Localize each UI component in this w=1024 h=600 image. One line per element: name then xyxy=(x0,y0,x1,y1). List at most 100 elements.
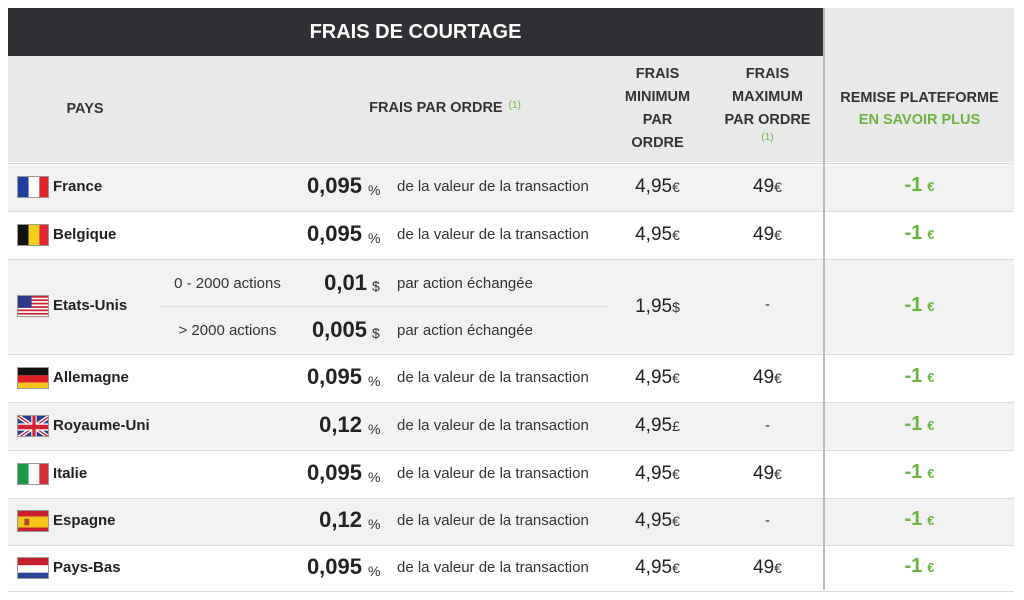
country-name: Belgique xyxy=(53,226,117,243)
min-fee-currency: € xyxy=(672,227,680,243)
col-header-min: FRAIS MINIMUM PAR ORDRE xyxy=(610,63,705,155)
tier-range: 0 - 2000 actions xyxy=(174,275,281,292)
country-name: Royaume-Uni xyxy=(53,417,150,434)
remise-currency: € xyxy=(927,370,935,385)
fee-unit: % xyxy=(368,421,381,437)
max-fee-currency: € xyxy=(774,370,782,386)
flag-netherlands-icon xyxy=(17,557,49,579)
fee-description: par action échangée xyxy=(397,322,533,339)
column-header-bar xyxy=(8,56,823,162)
remise-amount: -1 xyxy=(904,294,923,316)
fee-description: de la valeur de la transaction xyxy=(397,226,589,243)
col-header-max-line: FRAIS xyxy=(745,66,790,82)
min-fee-value: 4,95 xyxy=(635,463,673,484)
max-fee-value: 49 xyxy=(753,463,775,484)
min-fee-currency: € xyxy=(672,370,680,386)
table-row-france xyxy=(8,163,1014,211)
flag-belgium-icon xyxy=(17,224,49,246)
remise-value: -1 € xyxy=(825,222,1014,245)
fee-value: 0,095 xyxy=(306,173,362,198)
remise-currency: € xyxy=(927,418,935,433)
col-header-max: FRAIS MAXIMUM PAR ORDRE (1) xyxy=(715,63,820,144)
table-title: FRAIS DE COURTAGE xyxy=(8,8,823,56)
fee-value: 0,12 xyxy=(319,412,362,437)
col-header-max-note: (1) xyxy=(761,132,774,143)
col-header-max-line: PAR ORDRE xyxy=(724,112,811,128)
min-fee-value: 4,95 xyxy=(635,367,673,388)
country-name: Espagne xyxy=(53,512,116,529)
col-header-fee-note: (1) xyxy=(508,100,521,111)
min-fee: 4,95£ xyxy=(610,415,705,437)
max-fee-value: 49 xyxy=(753,557,775,578)
max-fee-value: 49 xyxy=(753,224,775,245)
fee-unit: $ xyxy=(372,325,380,341)
fee-unit: % xyxy=(368,469,381,485)
min-fee-value: 4,95 xyxy=(635,224,673,245)
fee-value: 0,095 xyxy=(306,554,362,579)
remise-header-bg xyxy=(825,8,1014,162)
table-row-italie xyxy=(8,450,1014,498)
us-tier-divider xyxy=(160,306,608,307)
min-fee: 4,95€ xyxy=(610,367,705,389)
table-row-royaume-uni xyxy=(8,402,1014,450)
fee-unit: % xyxy=(368,373,381,389)
max-fee: - xyxy=(765,512,770,529)
min-fee-currency: $ xyxy=(672,299,680,315)
max-fee-currency: € xyxy=(774,179,782,195)
min-fee: 4,95€ xyxy=(610,463,705,485)
col-header-max-line: MAXIMUM xyxy=(732,89,803,105)
min-fee-currency: € xyxy=(672,179,680,195)
remise-value: -1 € xyxy=(825,365,1014,388)
fee-description: de la valeur de la transaction xyxy=(397,178,589,195)
remise-value: -1 € xyxy=(825,174,1014,197)
table-row-pays-bas xyxy=(8,545,1014,592)
col-header-fee-label: FRAIS PAR ORDRE xyxy=(369,100,503,116)
fee-description: par action échangée xyxy=(397,275,533,292)
max-fee: 49€ xyxy=(715,224,820,246)
col-header-fee: FRAIS PAR ORDRE (1) xyxy=(340,97,550,120)
table-row-allemagne xyxy=(8,354,1014,402)
flag-usa-icon xyxy=(17,295,49,317)
col-header-min-line: PAR xyxy=(642,112,673,128)
fee-value: 0,005 xyxy=(311,317,367,342)
country-name: Pays-Bas xyxy=(53,559,121,576)
fee-description: de la valeur de la transaction xyxy=(397,369,589,386)
country-name: France xyxy=(53,178,103,195)
remise-value: -1 € xyxy=(825,461,1014,484)
min-fee-value: 4,95 xyxy=(635,510,673,531)
min-fee-value: 1,95 xyxy=(635,296,673,317)
remise-value: -1 € xyxy=(825,294,1014,317)
remise-currency: € xyxy=(927,513,935,528)
table-row-espagne xyxy=(8,498,1014,545)
fee-unit: $ xyxy=(372,278,380,294)
col-header-min-line: ORDRE xyxy=(631,135,684,151)
remise-currency: € xyxy=(927,466,935,481)
flag-spain-icon xyxy=(17,510,49,532)
remise-currency: € xyxy=(927,560,935,575)
tier-range: > 2000 actions xyxy=(178,322,277,339)
fee-description: de la valeur de la transaction xyxy=(397,465,589,482)
en-savoir-plus-link[interactable]: EN SAVOIR PLUS xyxy=(858,112,981,128)
col-header-min-line: FRAIS xyxy=(635,66,680,82)
column-divider xyxy=(823,8,825,590)
fee-description: de la valeur de la transaction xyxy=(397,417,589,434)
min-fee-value: 4,95 xyxy=(635,557,673,578)
fee-description: de la valeur de la transaction xyxy=(397,559,589,576)
max-fee: 49€ xyxy=(715,176,820,198)
remise-amount: -1 xyxy=(904,555,923,577)
remise-value: -1 € xyxy=(825,413,1014,436)
remise-amount: -1 xyxy=(904,461,923,483)
remise-amount: -1 xyxy=(904,222,923,244)
max-fee: - xyxy=(765,296,770,313)
min-fee-currency: € xyxy=(672,513,680,529)
fee-value: 0,01 xyxy=(324,270,367,295)
fee-unit: % xyxy=(368,230,381,246)
min-fee: 4,95€ xyxy=(610,510,705,532)
table-row-belgique xyxy=(8,211,1014,259)
min-fee-value: 4,95 xyxy=(635,176,673,197)
max-fee: 49€ xyxy=(715,463,820,485)
fee-unit: % xyxy=(368,563,381,579)
fee-value: 0,095 xyxy=(306,460,362,485)
min-fee: 4,95€ xyxy=(610,176,705,198)
min-fee: 4,95€ xyxy=(610,224,705,246)
